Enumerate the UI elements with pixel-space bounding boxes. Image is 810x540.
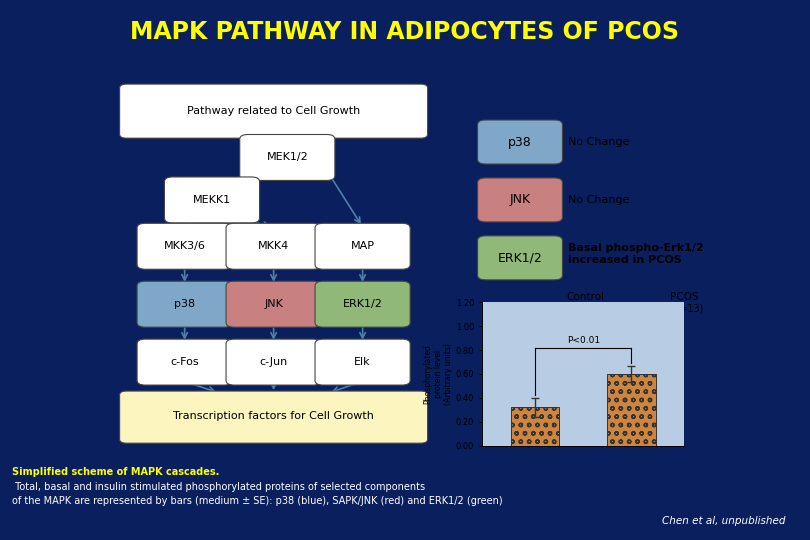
Text: (n=12): (n=12) — [568, 304, 602, 314]
Text: MEK1/2: MEK1/2 — [266, 152, 308, 163]
FancyBboxPatch shape — [226, 224, 322, 269]
Text: Control: Control — [566, 292, 604, 302]
Text: Transcription factors for Cell Growth: Transcription factors for Cell Growth — [173, 411, 374, 421]
Text: Simplified scheme of MAPK cascades.: Simplified scheme of MAPK cascades. — [12, 467, 220, 477]
Bar — [608, 374, 655, 445]
Text: ( n=13): ( n=13) — [666, 304, 703, 314]
Text: ERK1/2: ERK1/2 — [343, 299, 382, 309]
Text: Total, basal and insulin stimulated phosphorylated proteins of selected componen: Total, basal and insulin stimulated phos… — [12, 482, 425, 492]
Text: JNK: JNK — [264, 299, 283, 309]
Text: MAPK PATHWAY IN ADIPOCYTES OF PCOS: MAPK PATHWAY IN ADIPOCYTES OF PCOS — [130, 21, 680, 44]
FancyBboxPatch shape — [226, 339, 322, 385]
Text: Chen et al, unpublished: Chen et al, unpublished — [663, 516, 786, 526]
FancyBboxPatch shape — [315, 224, 410, 269]
FancyBboxPatch shape — [315, 339, 410, 385]
FancyBboxPatch shape — [226, 281, 322, 327]
FancyBboxPatch shape — [478, 120, 562, 164]
Text: JNK: JNK — [509, 193, 531, 206]
Text: MAP: MAP — [351, 241, 374, 251]
Text: PCOS: PCOS — [670, 292, 698, 302]
FancyBboxPatch shape — [120, 84, 428, 138]
Text: Basal phospho-Erk1/2
increased in PCOS: Basal phospho-Erk1/2 increased in PCOS — [568, 243, 704, 265]
Text: ERK1/2: ERK1/2 — [497, 251, 543, 265]
Text: of the MAPK are represented by bars (medium ± SE): p38 (blue), SAPK/JNK (red) an: of the MAPK are represented by bars (med… — [12, 496, 503, 506]
Bar — [511, 407, 559, 446]
Text: p38: p38 — [508, 136, 532, 148]
Text: MEKK1: MEKK1 — [193, 195, 231, 205]
FancyBboxPatch shape — [240, 134, 335, 180]
Text: c-Fos: c-Fos — [170, 357, 199, 367]
Text: No Change: No Change — [568, 137, 629, 147]
Text: MKK3/6: MKK3/6 — [164, 241, 206, 251]
FancyBboxPatch shape — [137, 281, 232, 327]
FancyBboxPatch shape — [137, 224, 232, 269]
FancyBboxPatch shape — [315, 281, 410, 327]
Text: Pathway related to Cell Growth: Pathway related to Cell Growth — [187, 106, 360, 116]
Text: No Change: No Change — [568, 195, 629, 205]
FancyBboxPatch shape — [164, 177, 259, 223]
Text: c-Jun: c-Jun — [259, 357, 288, 367]
Y-axis label: Phosphorylated
protein level
(Arbitrary units): Phosphorylated protein level (Arbitrary … — [424, 343, 453, 405]
Text: p38: p38 — [174, 299, 195, 309]
Text: P<0.01: P<0.01 — [567, 336, 599, 346]
Text: Elk: Elk — [354, 357, 371, 367]
Text: MKK4: MKK4 — [258, 241, 289, 251]
FancyBboxPatch shape — [478, 178, 562, 222]
FancyBboxPatch shape — [120, 391, 428, 443]
FancyBboxPatch shape — [137, 339, 232, 385]
FancyBboxPatch shape — [478, 236, 562, 280]
